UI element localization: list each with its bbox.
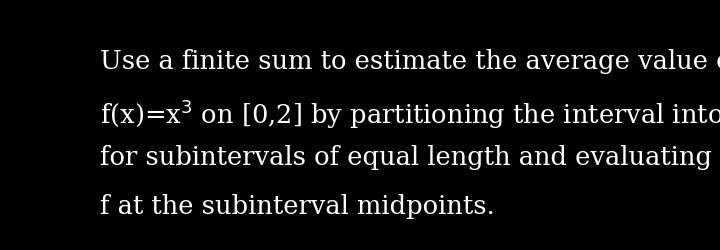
Text: f at the subinterval midpoints.: f at the subinterval midpoints. <box>100 194 495 218</box>
Text: Use a finite sum to estimate the average value of: Use a finite sum to estimate the average… <box>100 49 720 74</box>
Text: f(x)=x$^{3}$ on [0,2] by partitioning the interval into: f(x)=x$^{3}$ on [0,2] by partitioning th… <box>100 97 720 131</box>
Text: for subintervals of equal length and evaluating: for subintervals of equal length and eva… <box>100 146 712 171</box>
